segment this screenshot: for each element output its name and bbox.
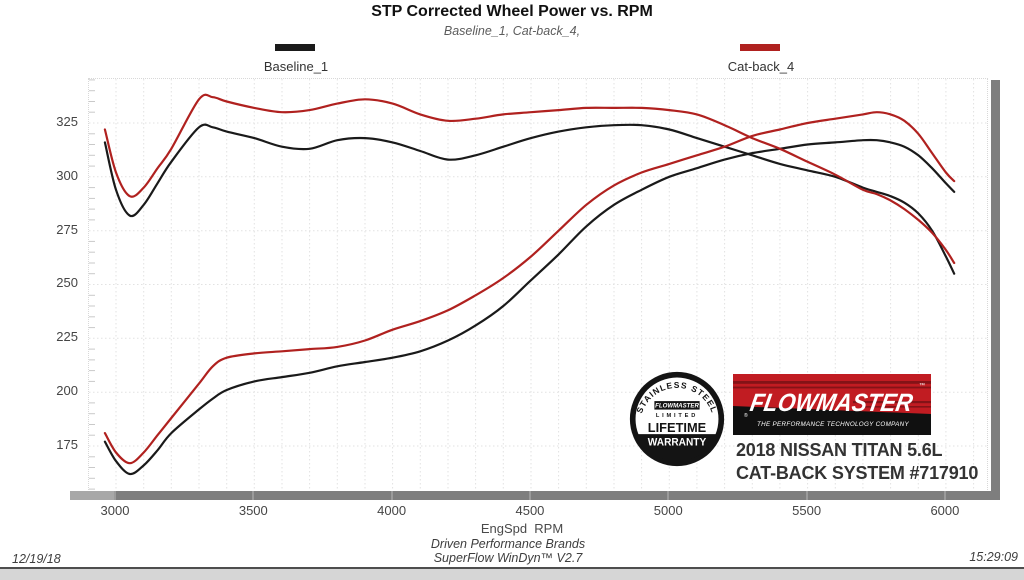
curve-cat-back-4-upper-trace — [103, 93, 956, 265]
logo-brand-text: FLOWMASTER — [748, 389, 916, 417]
badge-lifetime-text: LIFETIME — [648, 420, 707, 435]
legend-swatch-catback — [740, 44, 780, 51]
y-tick-label: 300 — [56, 167, 78, 183]
flowmaster-logo: FLOWMASTER ™ ® THE PERFORMANCE TECHNOLOG… — [733, 374, 931, 435]
scrollbar-notch — [252, 491, 255, 500]
dyno-chart — [89, 79, 987, 490]
x-tick-label: 3500 — [238, 503, 268, 518]
y-tick-label: 250 — [56, 275, 78, 291]
scrollbar-notch — [528, 491, 531, 500]
y-tick-label: 175 — [56, 436, 78, 452]
logo-registered-mark: ® — [744, 412, 748, 419]
x-tick-label: 4500 — [515, 503, 545, 518]
logo-tm-mark: ™ — [919, 382, 925, 389]
warranty-badge: STAINLESS STEEL FLOWMASTER LIMITED LIFET… — [629, 371, 725, 467]
scrollbar-notch — [943, 491, 946, 500]
x-tick-label: 4000 — [377, 503, 407, 518]
scrollbar-notch — [390, 491, 393, 500]
bottom-strip — [0, 569, 1024, 580]
x-tick-label: 6000 — [930, 503, 960, 518]
x-tick-label: 5000 — [653, 503, 683, 518]
x-scrollbar[interactable] — [70, 491, 1000, 500]
badge-brand-text: FLOWMASTER — [655, 403, 699, 410]
scrollbar-notch — [805, 491, 808, 500]
bottom-divider — [0, 567, 1024, 569]
legend-label-baseline: Baseline_1 — [263, 59, 329, 74]
curve-baseline-1-lower-trace — [103, 138, 956, 476]
y-tick-label: 200 — [56, 383, 78, 399]
y-tick-label: 225 — [56, 329, 78, 345]
badge-warranty-text: WARRANTY — [648, 436, 707, 448]
x-tick-label: 5500 — [792, 503, 822, 518]
footer-software-text: SuperFlow WinDyn™ V2.7 — [433, 551, 583, 565]
badge-brand-pill — [654, 401, 700, 410]
y-tick-label: 325 — [56, 114, 78, 129]
x-axis-title: EngSpd RPM — [480, 521, 564, 536]
x-tick-label: 3000 — [100, 503, 130, 518]
report-date: 12/19/18 — [12, 552, 61, 566]
report-time: 15:29:09 — [969, 550, 1018, 564]
x-scrollbar-thumb[interactable] — [70, 491, 116, 500]
curve-cat-back-4-lower-trace — [103, 111, 956, 465]
scrollbar-notch — [667, 491, 670, 500]
y-tick-label: 275 — [56, 221, 78, 237]
badge-bottom-arc — [637, 434, 717, 462]
logo-black-band — [733, 406, 931, 435]
vehicle-line-1: 2018 NISSAN TITAN 5.6L — [736, 440, 943, 460]
vehicle-line-2: CAT-BACK SYSTEM #717910 — [736, 463, 979, 483]
logo-tagline: THE PERFORMANCE TECHNOLOGY COMPANY — [757, 421, 909, 428]
page-title: STP Corrected Wheel Power vs. RPM — [371, 3, 653, 20]
footer-brand-text: Driven Performance Brands — [430, 537, 586, 551]
dyno-plot-area — [88, 78, 988, 490]
y-scrollbar[interactable] — [991, 80, 1000, 500]
curve-baseline-1-upper-trace — [103, 123, 956, 275]
chart-subtitle: Baseline_1, Cat-back_4, — [443, 24, 581, 38]
legend-label-catback: Cat-back_4 — [727, 59, 795, 74]
badge-limited-text: LIMITED — [656, 413, 698, 419]
legend-swatch-baseline — [275, 44, 315, 51]
scrollbar-notch — [114, 491, 116, 500]
